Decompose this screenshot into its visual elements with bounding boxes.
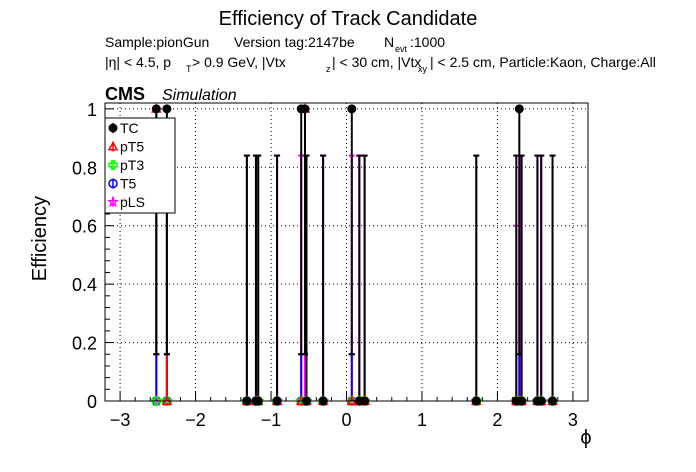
subtitle-pt-rest: > 0.9 GeV, |Vtx [192, 54, 286, 70]
x-tick-label: −1 [261, 410, 282, 430]
series-t5 [153, 154, 523, 401]
legend-item-t5: T5 [108, 176, 137, 192]
subtitle-eta: |η| < 4.5, p [105, 54, 171, 70]
x-tick-label: 1 [417, 410, 427, 430]
subtitle-vz-sub: z [326, 64, 331, 74]
legend-label: T5 [120, 176, 137, 192]
marker-filled-circle [151, 104, 161, 114]
subtitle-n: N [384, 34, 394, 50]
y-tick-label: 0.8 [72, 158, 97, 178]
subtitle-vxy-rest: | < 2.5 cm, Particle:Kaon, Charge:All [430, 54, 656, 70]
legend-item-pt3: pT3 [108, 157, 144, 173]
y-tick-label: 0.6 [72, 217, 97, 237]
legend-label: pT3 [120, 157, 144, 173]
legend-label: pT5 [120, 139, 144, 155]
legend: TC pT5 pT3 T5 pLS [104, 117, 176, 214]
x-tick-label: 3 [568, 410, 578, 430]
marker-filled-circle [162, 104, 172, 114]
series-tc-markers [151, 104, 558, 406]
marker-open-cross [108, 160, 118, 170]
y-tick-label: 0.4 [72, 275, 97, 295]
legend-item-pls: pLS [107, 194, 145, 210]
x-tick-label: −2 [185, 410, 206, 430]
series-pt5-markers [151, 103, 558, 405]
marker-open-cross [151, 396, 162, 406]
cms-label: CMS [105, 84, 145, 104]
subtitle-n-value: :1000 [410, 34, 445, 50]
y-axis-label: Efficiency [29, 196, 51, 281]
x-tick-label: −3 [110, 410, 131, 430]
legend-item-pt5: pT5 [107, 139, 144, 155]
subtitle-version: Version tag:2147be [234, 34, 355, 50]
marker-open-circle [108, 178, 118, 189]
legend-item-tc: TC [108, 120, 139, 136]
x-axis-label: ϕ [580, 427, 591, 449]
legend-label: TC [120, 120, 139, 136]
y-tick-label: 1 [87, 100, 97, 120]
marker-open-triangle [107, 140, 119, 151]
subtitle-vz-rest: | < 30 cm, |Vtx [332, 54, 421, 70]
subtitle-line-1: Sample:pionGun Version tag:2147be N evt … [105, 34, 445, 55]
y-tick-label: 0 [87, 392, 97, 412]
series-pls [153, 154, 556, 401]
marker-filled-circle [300, 104, 310, 114]
subtitle-sample: Sample:pionGun [105, 34, 209, 50]
series-tc [153, 108, 556, 401]
legend-label: pLS [120, 194, 145, 210]
subtitle-vxy-sub: xy [418, 64, 428, 74]
tick-labels: −3 −2 −1 0 1 2 3 0 0.2 0.4 0.6 0.8 1 [72, 100, 578, 430]
data-points [150, 103, 559, 407]
subtitle-line-2: |η| < 4.5, p T > 0.9 GeV, |Vtx z | < 30 … [105, 54, 656, 75]
simulation-label: Simulation [162, 87, 237, 104]
plot-frame [104, 102, 589, 402]
marker-filled-circle [347, 104, 357, 114]
y-tick-label: 0.2 [72, 334, 97, 354]
x-tick-label: 2 [492, 410, 502, 430]
x-tick-label: 0 [341, 410, 351, 430]
marker-filled-circle [514, 104, 524, 114]
marker-filled-circle [108, 123, 118, 133]
marker-open-star [107, 195, 119, 208]
chart-title: Efficiency of Track Candidate [219, 8, 478, 30]
subtitle-n-sub: evt [395, 44, 408, 54]
series-pt5 [153, 108, 308, 401]
subtitle-pt-sub: T [186, 64, 192, 74]
